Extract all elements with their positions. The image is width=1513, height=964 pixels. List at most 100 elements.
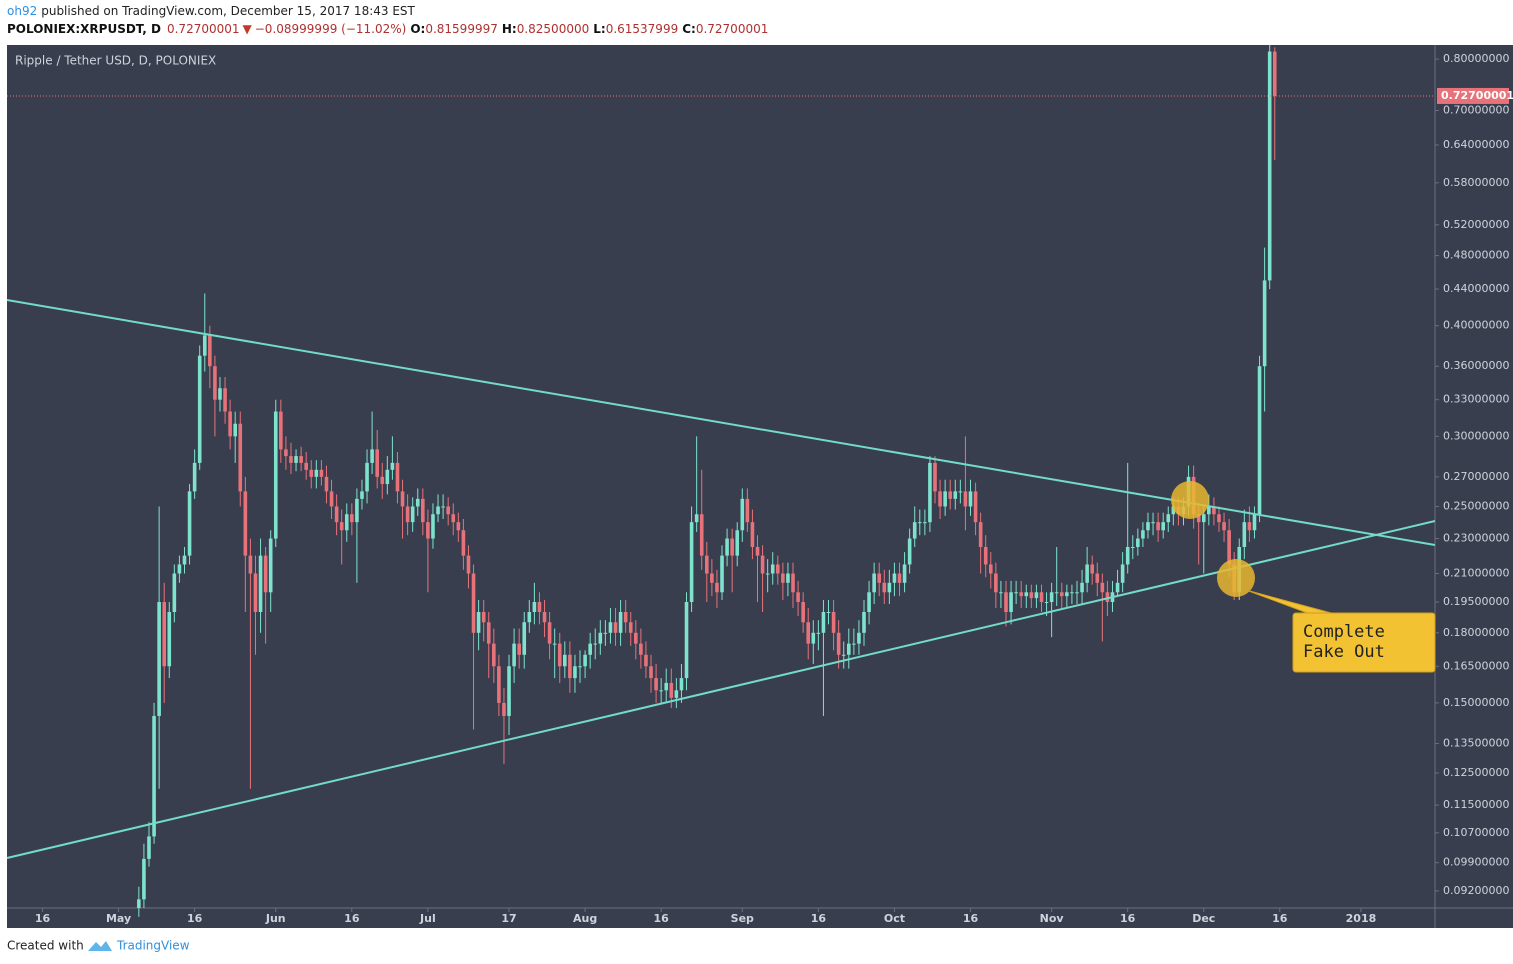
candle-body — [1207, 506, 1211, 515]
y-tick-label: 0.27000000 — [1443, 470, 1509, 483]
candle-body — [243, 491, 248, 556]
candle-body — [730, 538, 734, 556]
candle-body — [887, 582, 892, 593]
x-tick-label: 16 — [963, 912, 979, 925]
candle-body — [426, 522, 430, 539]
y-tick-label: 0.58000000 — [1443, 176, 1509, 189]
candle-body — [1120, 564, 1125, 583]
candle-body — [466, 555, 471, 574]
candle-body — [223, 388, 227, 412]
candle-body — [502, 702, 506, 716]
y-tick-label: 0.13500000 — [1443, 736, 1509, 749]
candle-body — [1044, 602, 1049, 604]
x-tick-label: 16 — [811, 912, 827, 925]
candle-body — [699, 514, 704, 556]
candle-body — [928, 462, 932, 523]
x-tick-label: 16 — [35, 912, 51, 925]
candle-body — [568, 654, 572, 679]
candle-body — [1212, 506, 1216, 515]
candle-body — [309, 469, 314, 477]
candle-body — [948, 491, 953, 499]
candle-body — [1161, 522, 1165, 531]
candle-body — [760, 555, 765, 574]
candle-body — [867, 592, 871, 613]
candle-body — [669, 682, 674, 698]
callout-text: Complete — [1303, 622, 1385, 642]
x-tick-label: Sep — [731, 912, 754, 925]
x-tick-label: 16 — [344, 912, 360, 925]
candle-body — [350, 514, 354, 523]
candle-body — [375, 449, 379, 477]
candle-body — [192, 462, 197, 492]
candle-body — [765, 573, 770, 575]
candle-body — [197, 355, 202, 463]
candle-body — [1049, 592, 1054, 603]
candle-body — [999, 592, 1003, 594]
candle-body — [410, 506, 415, 523]
candle-body — [775, 564, 780, 574]
candle-body — [1009, 592, 1013, 613]
y-tick-label: 0.44000000 — [1443, 282, 1509, 295]
candle-body — [933, 462, 937, 492]
x-tick-label: Dec — [1192, 912, 1215, 925]
candle-body — [958, 491, 963, 493]
candle-body — [233, 423, 237, 437]
y-tick-label: 0.80000000 — [1443, 52, 1509, 65]
candle-body — [431, 514, 435, 539]
candle-body — [314, 469, 319, 477]
candle-body — [395, 462, 400, 492]
candle-body — [877, 573, 882, 583]
candle-body — [1151, 522, 1155, 524]
candle-body — [618, 612, 623, 633]
trendline-lower — [6, 520, 1436, 859]
candle-body — [1100, 582, 1105, 593]
candle-body — [882, 582, 887, 593]
c-key: C: — [682, 22, 696, 36]
candle-body — [628, 622, 633, 633]
candle-body — [938, 491, 942, 507]
candle-body — [451, 514, 456, 523]
candle-body — [1039, 592, 1044, 603]
candle-body — [177, 564, 182, 574]
candle-body — [770, 564, 775, 574]
candle-body — [1217, 514, 1221, 523]
candle-body — [355, 498, 359, 523]
y-tick-label: 0.18000000 — [1443, 626, 1509, 639]
y-tick-label: 0.52000000 — [1443, 218, 1509, 231]
y-tick-label: 0.09900000 — [1443, 856, 1509, 869]
candle-body — [583, 654, 587, 667]
candle-body — [801, 602, 805, 623]
candle-body — [988, 564, 993, 574]
candle-body — [527, 612, 532, 623]
candle-body — [228, 411, 232, 437]
candle-body — [253, 573, 258, 613]
candle-body — [923, 522, 927, 524]
x-tick-label: Jun — [265, 912, 286, 925]
y-tick-label: 0.36000000 — [1443, 359, 1509, 372]
candle-body — [968, 491, 973, 507]
brand: TradingView — [116, 939, 190, 953]
candle-body — [588, 643, 592, 655]
candle-body — [710, 573, 714, 583]
candle-body — [344, 514, 349, 531]
y-tick-label: 0.23000000 — [1443, 532, 1509, 545]
candle-body — [831, 612, 836, 633]
candle-body — [953, 491, 958, 499]
candle-body — [537, 602, 542, 613]
candle-body — [1136, 538, 1140, 547]
candle-body — [213, 366, 217, 400]
candle-body — [623, 612, 628, 623]
candle-body — [684, 602, 689, 679]
candle-body — [943, 491, 947, 507]
candle-body — [385, 469, 390, 485]
candle-body — [1115, 582, 1120, 593]
y-tick-label: 0.25000000 — [1443, 499, 1509, 512]
candle-body — [268, 538, 273, 593]
candle-body — [441, 506, 445, 508]
arrow: ▼ — [243, 22, 253, 36]
candle-body — [639, 643, 643, 655]
candle-body — [365, 462, 369, 492]
candle-body — [786, 573, 790, 583]
candle-body — [674, 690, 679, 698]
